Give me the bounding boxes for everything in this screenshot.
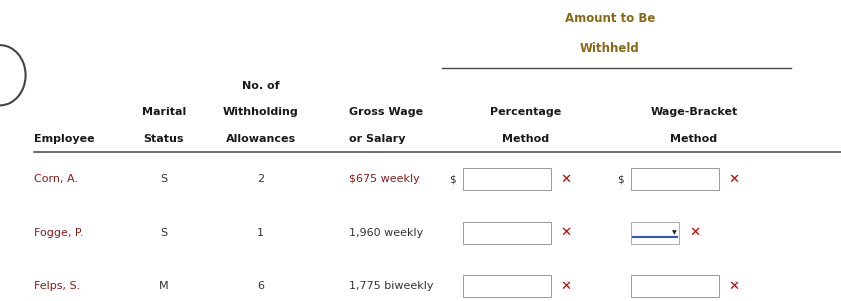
Text: Employee: Employee: [34, 134, 94, 144]
FancyBboxPatch shape: [463, 222, 551, 244]
Text: S: S: [161, 174, 167, 184]
Text: Allowances: Allowances: [225, 134, 296, 144]
Text: 2: 2: [257, 174, 264, 184]
Text: or Salary: or Salary: [349, 134, 405, 144]
Text: 1,960 weekly: 1,960 weekly: [349, 228, 423, 238]
Text: Felps, S.: Felps, S.: [34, 281, 80, 291]
Text: Percentage: Percentage: [490, 107, 561, 117]
Text: Method: Method: [670, 134, 717, 144]
Text: ✕: ✕: [728, 172, 740, 186]
FancyBboxPatch shape: [631, 222, 680, 244]
Text: 6: 6: [257, 281, 264, 291]
Text: ✕: ✕: [560, 226, 572, 239]
FancyBboxPatch shape: [463, 168, 551, 190]
Text: 1: 1: [257, 228, 264, 238]
Text: ✕: ✕: [728, 280, 740, 293]
FancyBboxPatch shape: [463, 275, 551, 297]
Text: Withholding: Withholding: [223, 107, 299, 117]
Text: Fogge, P.: Fogge, P.: [34, 228, 83, 238]
Text: 1,775 biweekly: 1,775 biweekly: [349, 281, 433, 291]
Text: M: M: [159, 281, 169, 291]
Text: ▼: ▼: [672, 230, 677, 235]
Text: ✕: ✕: [689, 226, 700, 239]
FancyBboxPatch shape: [631, 275, 719, 297]
FancyBboxPatch shape: [631, 168, 719, 190]
Text: Gross Wage: Gross Wage: [349, 107, 423, 117]
Text: Amount to Be: Amount to Be: [564, 12, 655, 25]
Text: Withheld: Withheld: [579, 42, 640, 55]
Text: Method: Method: [502, 134, 549, 144]
Text: ✕: ✕: [560, 280, 572, 293]
Text: $: $: [449, 174, 456, 184]
Text: Wage-Bracket: Wage-Bracket: [650, 107, 738, 117]
Text: ✕: ✕: [560, 172, 572, 186]
Text: No. of: No. of: [242, 81, 279, 91]
Text: Corn, A.: Corn, A.: [34, 174, 77, 184]
Text: $: $: [617, 174, 624, 184]
Text: S: S: [161, 228, 167, 238]
Text: $675 weekly: $675 weekly: [349, 174, 420, 184]
Text: Status: Status: [144, 134, 184, 144]
Text: Marital: Marital: [142, 107, 186, 117]
